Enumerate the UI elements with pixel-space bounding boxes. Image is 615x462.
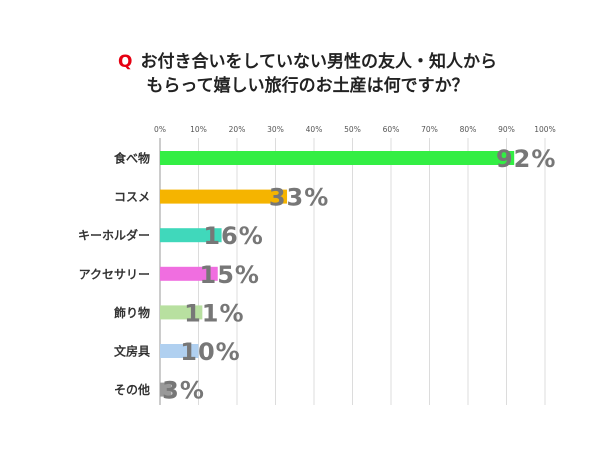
bar bbox=[160, 189, 288, 204]
value-label: 15% bbox=[200, 261, 260, 289]
bar bbox=[160, 266, 218, 281]
bar bbox=[160, 228, 222, 243]
bar bbox=[160, 344, 199, 358]
x-tick-label: 100% bbox=[534, 125, 555, 134]
x-tick-label: 60% bbox=[383, 125, 400, 134]
value-label: 3% bbox=[162, 377, 205, 405]
bar bbox=[160, 305, 203, 320]
value-label: 33% bbox=[269, 184, 329, 212]
category-label: キーホルダー bbox=[78, 228, 150, 243]
title-text-1: お付き合いをしていない男性の友人・知人から bbox=[140, 52, 497, 72]
title-line-1: Q お付き合いをしていない男性の友人・知人から bbox=[0, 50, 615, 74]
q-mark: Q bbox=[118, 52, 133, 72]
value-label: 92% bbox=[496, 145, 556, 173]
category-label: 文房具 bbox=[114, 344, 150, 359]
title-line-2: もらって嬉しい旅行のお土産は何ですか？ bbox=[0, 74, 615, 98]
value-label: 11% bbox=[184, 299, 244, 327]
x-tick-label: 20% bbox=[229, 125, 246, 134]
value-label: 10% bbox=[180, 338, 240, 366]
x-tick-label: 30% bbox=[267, 125, 284, 134]
title-text-2: もらって嬉しい旅行のお土産は何ですか？ bbox=[146, 76, 469, 96]
x-tick-label: 0% bbox=[154, 125, 166, 134]
chart-title: Q お付き合いをしていない男性の友人・知人から もらって嬉しい旅行のお土産は何です… bbox=[0, 50, 615, 98]
x-tick-label: 40% bbox=[306, 125, 323, 134]
x-tick-label: 70% bbox=[421, 125, 438, 134]
category-label: コスメ bbox=[114, 190, 150, 204]
category-label: 食べ物 bbox=[113, 151, 150, 166]
category-label: アクセサリー bbox=[79, 267, 150, 281]
bar bbox=[160, 151, 515, 165]
category-label: 飾り物 bbox=[114, 305, 150, 320]
x-tick-label: 80% bbox=[460, 125, 477, 134]
bar bbox=[160, 382, 172, 397]
value-label: 16% bbox=[203, 222, 263, 250]
x-tick-label: 50% bbox=[344, 125, 361, 134]
x-tick-label: 90% bbox=[498, 125, 515, 134]
category-label: その他 bbox=[114, 382, 150, 397]
x-tick-label: 10% bbox=[190, 125, 207, 134]
